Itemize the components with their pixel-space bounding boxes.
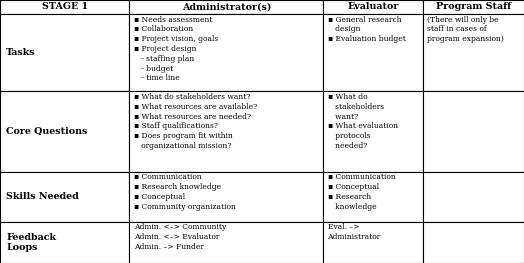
Bar [423,14,524,91]
Bar [423,91,524,172]
Text: STAGE 1: STAGE 1 [41,2,88,12]
Bar [0,172,129,222]
Bar [423,0,524,14]
Text: Core Questions: Core Questions [6,127,88,136]
Bar [129,172,323,222]
Bar [0,14,129,91]
Bar [423,172,524,222]
Text: ▪ Needs assessment
▪ Collaboration
▪ Project vision, goals
▪ Project design
   -: ▪ Needs assessment ▪ Collaboration ▪ Pro… [134,16,218,82]
Bar [129,14,323,91]
Text: Administrator(s): Administrator(s) [182,2,271,12]
Bar [323,172,423,222]
Text: Program Staff: Program Staff [436,2,511,12]
Bar [129,0,323,14]
Bar [323,14,423,91]
Text: ▪ General research
   design
▪ Evaluation budget: ▪ General research design ▪ Evaluation b… [328,16,406,43]
Text: Evaluator: Evaluator [347,2,399,12]
Bar [323,91,423,172]
Bar [129,222,323,263]
Text: ▪ Communication
▪ Research knowledge
▪ Conceptual
▪ Community organization: ▪ Communication ▪ Research knowledge ▪ C… [134,173,235,211]
Bar [0,222,129,263]
Bar [423,222,524,263]
Text: Tasks: Tasks [6,48,36,57]
Text: Eval. –>
Administrator: Eval. –> Administrator [328,223,381,241]
Bar [323,222,423,263]
Bar [323,0,423,14]
Text: Feedback
Loops: Feedback Loops [6,233,56,252]
Bar [129,91,323,172]
Text: ▪ What do
   stakeholders
   want?
▪ What evaluation
   protocols
   needed?: ▪ What do stakeholders want? ▪ What eval… [328,93,398,150]
Bar [0,0,129,14]
Text: Skills Needed: Skills Needed [6,192,79,201]
Text: ▪ What do stakeholders want?
▪ What resources are available?
▪ What resources ar: ▪ What do stakeholders want? ▪ What reso… [134,93,257,150]
Text: ▪ Communication
▪ Conceptual
▪ Research
   knowledge: ▪ Communication ▪ Conceptual ▪ Research … [328,173,395,211]
Text: Admin. <–> Community
Admin. <–> Evaluator
Admin. –> Funder: Admin. <–> Community Admin. <–> Evaluato… [134,223,226,251]
Bar [0,91,129,172]
Text: (There will only be
staff in cases of
program expansion): (There will only be staff in cases of pr… [427,16,504,43]
